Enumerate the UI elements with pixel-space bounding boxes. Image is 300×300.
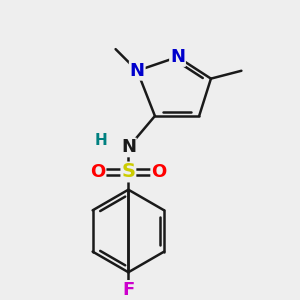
Text: S: S — [122, 163, 135, 182]
Text: O: O — [151, 163, 166, 181]
Text: N: N — [121, 138, 136, 156]
Text: N: N — [130, 62, 145, 80]
Text: H: H — [94, 133, 107, 148]
Text: N: N — [170, 48, 185, 66]
Text: F: F — [122, 281, 134, 299]
Text: O: O — [90, 163, 106, 181]
